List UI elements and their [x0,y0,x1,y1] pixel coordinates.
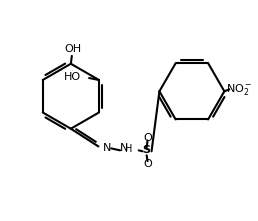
Text: N: N [120,143,128,153]
Text: O: O [143,133,152,143]
Text: NO$_2^-$: NO$_2^-$ [226,82,253,97]
Text: OH: OH [64,44,81,54]
Text: H: H [125,144,132,154]
Text: HO: HO [64,72,81,82]
Text: S: S [143,145,151,155]
Text: N: N [103,143,112,153]
Text: O: O [143,159,152,169]
